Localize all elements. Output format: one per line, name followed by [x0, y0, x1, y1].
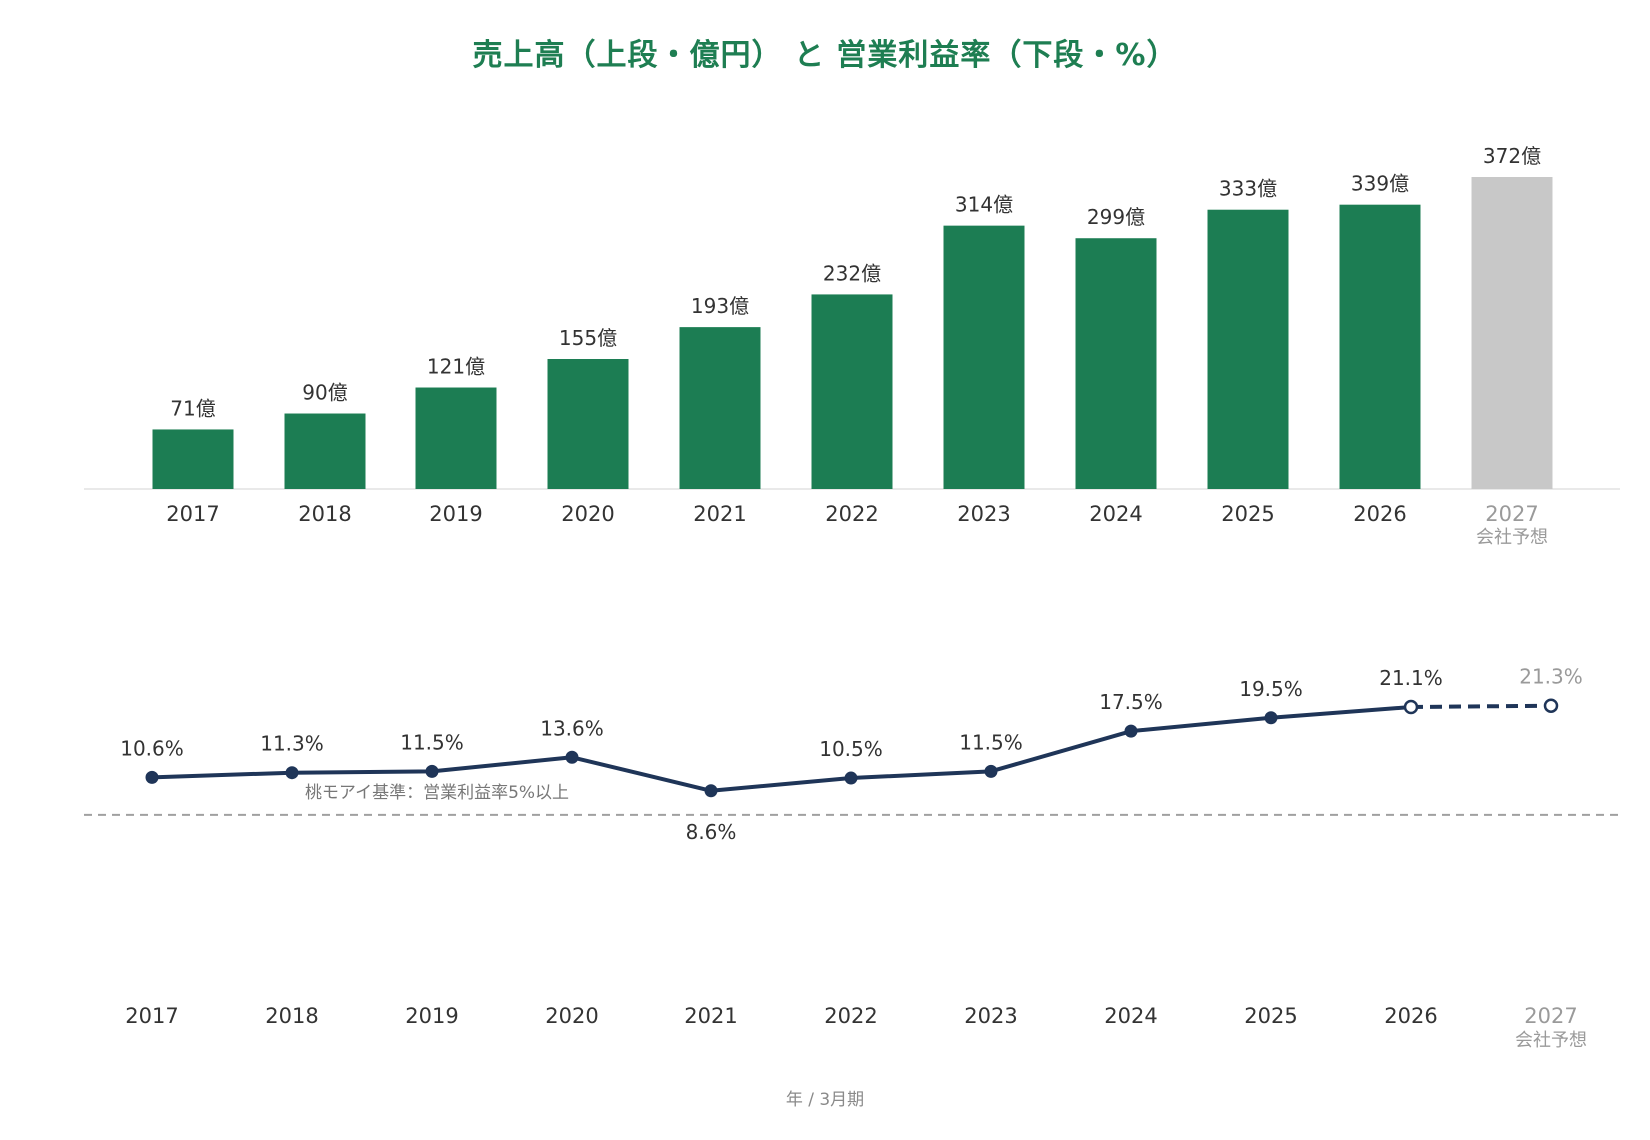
margin-point: [425, 764, 439, 778]
reference-line-label: 桃モアイ基準：営業利益率5%以上: [305, 783, 569, 803]
line-x-tick-label: 2019: [405, 1004, 458, 1028]
bar-x-tick-label: 2024: [1089, 502, 1142, 526]
bar-value-label: 90億: [302, 381, 347, 405]
margin-point: [844, 771, 858, 785]
bar-x-tick-label: 2021: [693, 502, 746, 526]
line-x-tick-label: 2026: [1384, 1004, 1437, 1028]
bar-x-tick-label: 2017: [166, 502, 219, 526]
margin-value-label: 10.5%: [819, 737, 883, 761]
revenue-bar: [1339, 204, 1421, 489]
margin-point: [704, 784, 718, 798]
revenue-bar: [1075, 238, 1157, 489]
margin-line-chart: 桃モアイ基準：営業利益率5%以上 10.6% 2017 11.3% 2018 11.5% 2…: [84, 665, 1620, 1051]
bar-x-tick-label: 2018: [298, 502, 351, 526]
margin-point: [285, 766, 299, 780]
margin-point: [145, 770, 159, 784]
revenue-bar: [284, 413, 366, 489]
margin-value-label: 10.6%: [120, 736, 184, 760]
bar-value-label: 339億: [1351, 172, 1409, 196]
margin-point: [984, 764, 998, 778]
revenue-bar: [152, 429, 234, 489]
line-x-tick-label: 2022: [824, 1004, 877, 1028]
bar-x-tick-label: 2025: [1221, 502, 1274, 526]
line-x-tick-label: 2025: [1244, 1004, 1297, 1028]
revenue-bar: [415, 387, 497, 489]
bar-value-label: 299億: [1087, 205, 1145, 229]
margin-value-label: 11.5%: [400, 730, 464, 754]
margin-value-label: 19.5%: [1239, 677, 1303, 701]
bar-x-tick-label: 2026: [1353, 502, 1406, 526]
margin-point: [1124, 724, 1138, 738]
chart-title: 売上高（上段・億円） と 営業利益率（下段・%）: [472, 38, 1178, 73]
line-x-tick-label: 2020: [545, 1004, 598, 1028]
bar-x-tick-label: 2022: [825, 502, 878, 526]
bar-value-label: 314億: [955, 193, 1013, 217]
bar-value-label: 155億: [559, 326, 617, 350]
fiscal-year-note: 年 / 3月期: [785, 1090, 865, 1110]
bar-x-tick-label: 2019: [429, 502, 482, 526]
line-x-tick-label: 2018: [265, 1004, 318, 1028]
revenue-bar: [547, 359, 629, 489]
bar-value-label: 193億: [691, 294, 749, 318]
line-x-tick-label: 2021: [684, 1004, 737, 1028]
bar-x-tick-label: 2027: [1485, 502, 1538, 526]
margin-value-label: 21.3%: [1519, 665, 1583, 689]
margin-line-actual: [150, 705, 1413, 793]
bar-value-label: 372億: [1483, 144, 1541, 168]
margin-value-label: 17.5%: [1099, 690, 1163, 714]
margin-point: [1403, 699, 1419, 715]
margin-point: [565, 750, 579, 764]
margin-point: [1264, 711, 1278, 725]
bar-value-label: 71億: [170, 396, 215, 420]
line-x-tick-label: 2017: [125, 1004, 178, 1028]
margin-value-label: 21.1%: [1379, 666, 1443, 690]
margin-line-forecast: [1410, 703, 1552, 710]
revenue-bar: [679, 327, 761, 489]
bar-x-tick-label: 2023: [957, 502, 1010, 526]
revenue-bar: [1471, 177, 1553, 489]
bar-x-tick-label: 2020: [561, 502, 614, 526]
revenue-bar: [811, 294, 893, 489]
line-x-tick-label: 2024: [1104, 1004, 1157, 1028]
margin-value-label: 8.6%: [686, 820, 737, 844]
line-x-tick-label: 2023: [964, 1004, 1017, 1028]
margin-value-label: 11.5%: [959, 730, 1023, 754]
margin-point: [1543, 698, 1559, 713]
bar-forecast-sublabel: 会社予想: [1476, 527, 1548, 548]
revenue-bar: [1207, 209, 1289, 490]
revenue-bar: [943, 225, 1025, 490]
line-forecast-sublabel: 会社予想: [1515, 1030, 1587, 1051]
margin-value-label: 13.6%: [540, 716, 604, 740]
bar-value-label: 121億: [427, 355, 485, 379]
bar-value-label: 333億: [1219, 177, 1277, 201]
revenue-bar-chart: 71億 2017 90億 2018 121億 2019 155億 2020 193億 2021 23…: [84, 144, 1620, 548]
bar-value-label: 232億: [823, 261, 881, 285]
margin-value-label: 11.3%: [260, 732, 324, 756]
line-x-tick-label: 2027: [1524, 1004, 1577, 1028]
